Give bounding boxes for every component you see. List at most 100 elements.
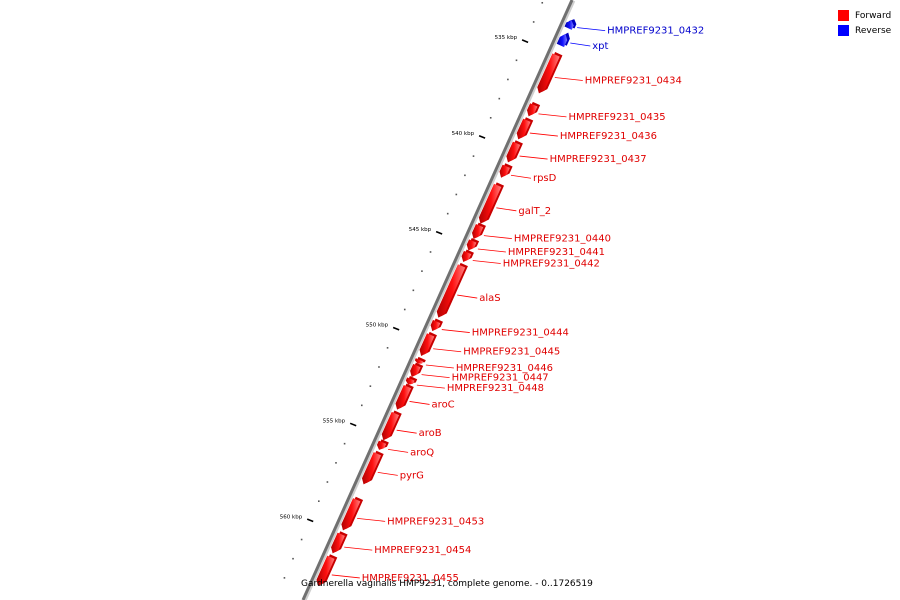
- gene-label: HMPREF9231_0437: [550, 154, 647, 165]
- legend: Forward Reverse: [838, 8, 891, 38]
- gene-body: [516, 118, 531, 140]
- gene-HMPREF9231_0435[interactable]: [526, 101, 541, 117]
- gene-body: [471, 224, 484, 240]
- minor-tick: [489, 116, 492, 119]
- gene-HMPREF9231_0446[interactable]: [414, 356, 426, 364]
- minor-tick: [386, 347, 389, 349]
- legend-reverse-label: Reverse: [855, 25, 892, 36]
- gene-HMPREF9231_0432[interactable]: [564, 19, 577, 30]
- genome-caption: Gardnerella vaginalis HMP9231, complete …: [301, 579, 593, 589]
- gene-body: [419, 333, 435, 356]
- gene-body: [478, 183, 502, 224]
- gene-HMPREF9231_0442[interactable]: [461, 249, 474, 263]
- gene-aroB[interactable]: [381, 410, 402, 441]
- gene-label: HMPREF9231_0442: [503, 259, 600, 270]
- gene-label: HMPREF9231_0432: [607, 26, 704, 37]
- gene-body: [361, 452, 381, 485]
- gene-body: [430, 319, 441, 332]
- gene-HMPREF9231_0448[interactable]: [405, 376, 418, 385]
- minor-tick: [515, 59, 518, 62]
- gene-body: [395, 385, 412, 410]
- gene-HMPREF9231_0453[interactable]: [341, 496, 364, 531]
- gene-label: pyrG: [400, 470, 424, 481]
- gene-HMPREF9231_0437[interactable]: [506, 140, 523, 163]
- minor-tick: [421, 270, 423, 272]
- label-leader: [421, 374, 450, 378]
- tick-label: 540 kbp: [452, 131, 475, 137]
- minor-tick: [455, 193, 458, 196]
- reverse-swatch: [838, 25, 849, 36]
- gene-HMPREF9231_0454[interactable]: [331, 531, 348, 554]
- major-tick: [521, 39, 529, 44]
- gene-body: [537, 53, 560, 94]
- gene-rpsD[interactable]: [499, 163, 513, 178]
- label-leader: [554, 77, 583, 81]
- gene-HMPREF9231_0455[interactable]: [316, 554, 338, 587]
- minor-tick: [335, 462, 337, 464]
- gene-HMPREF9231_0441[interactable]: [466, 237, 480, 251]
- gene-pyrG[interactable]: [361, 450, 384, 485]
- legend-reverse: Reverse: [838, 23, 891, 38]
- forward-swatch: [838, 10, 849, 21]
- minor-tick: [541, 1, 544, 4]
- label-leader: [483, 235, 512, 240]
- gene-aroQ[interactable]: [376, 439, 389, 450]
- gene-label: HMPREF9231_0454: [374, 545, 471, 556]
- gene-HMPREF9231_0444[interactable]: [430, 318, 443, 332]
- gene-HMPREF9231_0447[interactable]: [410, 362, 424, 378]
- gene-aroC[interactable]: [395, 383, 414, 410]
- gene-body: [414, 358, 424, 364]
- gene-label: HMPREF9231_0434: [585, 75, 682, 86]
- label-leader: [425, 364, 454, 369]
- gene-body: [316, 555, 335, 587]
- gene-body: [410, 363, 421, 378]
- gene-xpt[interactable]: [556, 32, 570, 48]
- minor-tick: [378, 366, 380, 368]
- label-leader: [496, 207, 517, 212]
- gene-alaS[interactable]: [436, 262, 468, 318]
- gene-body: [376, 440, 387, 450]
- gene-body: [556, 33, 568, 48]
- label-leader: [441, 329, 470, 333]
- gene-body: [499, 164, 510, 178]
- tick-label: 550 kbp: [366, 323, 389, 329]
- gene-HMPREF9231_0434[interactable]: [537, 52, 563, 94]
- gene-body: [331, 532, 345, 554]
- gene-label: aroB: [419, 428, 442, 439]
- gene-HMPREF9231_0436[interactable]: [516, 117, 534, 140]
- label-leader: [510, 174, 532, 179]
- gene-body: [436, 264, 466, 318]
- gene-galT_2[interactable]: [478, 182, 505, 224]
- legend-forward: Forward: [838, 8, 891, 23]
- gene-label: rpsD: [533, 173, 557, 184]
- gene-body: [381, 411, 400, 441]
- tick-label: 560 kbp: [280, 514, 303, 520]
- label-leader: [570, 42, 591, 47]
- gene-HMPREF9231_0445[interactable]: [419, 331, 437, 356]
- minor-tick: [318, 500, 320, 502]
- gene-label: galT_2: [518, 206, 551, 217]
- minor-tick: [360, 404, 363, 407]
- minor-tick: [300, 538, 303, 541]
- label-leader: [357, 517, 386, 522]
- label-leader: [331, 574, 360, 579]
- minor-tick: [429, 251, 432, 253]
- label-leader: [477, 248, 506, 253]
- gene-label: aroC: [432, 399, 455, 410]
- tick-label: 555 kbp: [323, 419, 346, 425]
- gene-label: HMPREF9231_0448: [447, 383, 544, 394]
- gene-body: [461, 250, 472, 263]
- gene-HMPREF9231_0440[interactable]: [471, 222, 486, 240]
- major-tick: [349, 422, 357, 427]
- label-leader: [457, 294, 478, 299]
- major-tick: [306, 518, 314, 523]
- gene-label: xpt: [592, 41, 608, 52]
- minor-tick: [412, 289, 415, 292]
- major-tick: [478, 135, 486, 139]
- minor-tick: [292, 557, 294, 560]
- gene-label: aroQ: [410, 447, 434, 458]
- minor-tick: [472, 155, 475, 157]
- minor-tick: [464, 174, 466, 177]
- label-leader: [529, 132, 558, 137]
